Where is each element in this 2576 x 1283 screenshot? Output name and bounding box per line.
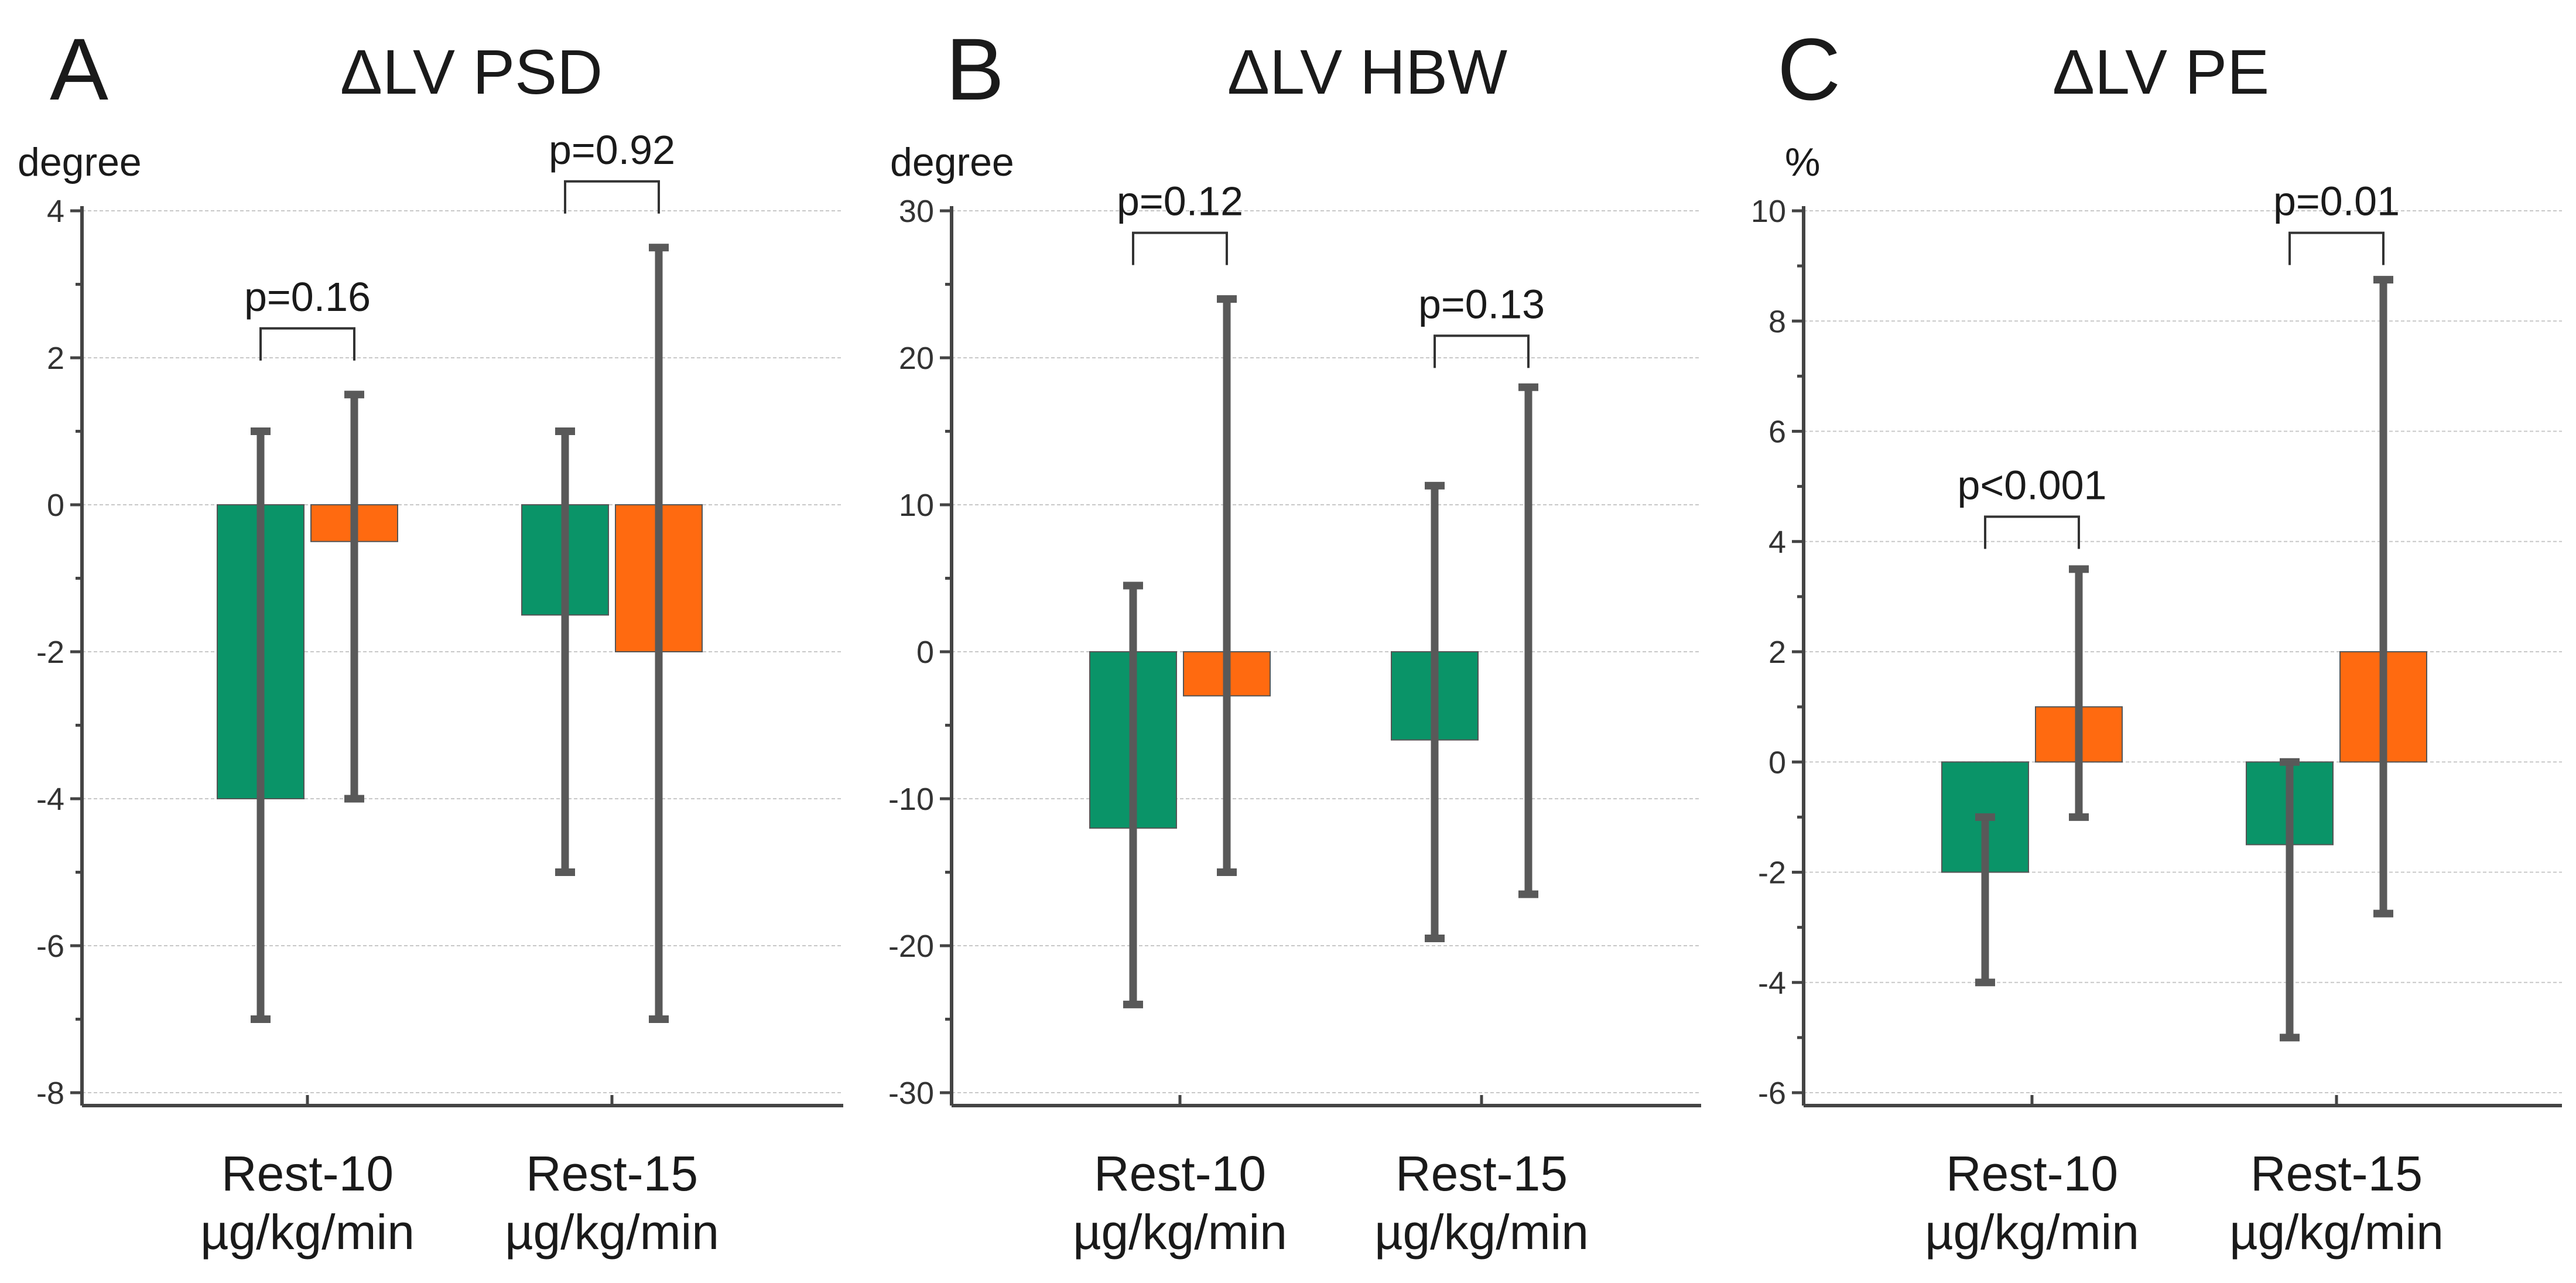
- y-tick-label: 8: [1768, 304, 1786, 339]
- x-category-label: Rest-10: [1946, 1146, 2118, 1201]
- x-category-unit: µg/kg/min: [200, 1205, 415, 1260]
- y-tick-label: -2: [36, 635, 64, 670]
- y-tick-label: 4: [1768, 525, 1786, 560]
- y-tick-label: -20: [888, 929, 934, 964]
- y-tick-label: -10: [888, 782, 934, 817]
- panel-a: A ΔLV PSDdegree-8-6-4-2024Rest-10µg/kg/mi…: [18, 20, 843, 1260]
- x-category-unit: µg/kg/min: [1073, 1205, 1287, 1260]
- y-tick-label: 4: [47, 194, 64, 229]
- y-tick-label: -6: [1758, 1076, 1786, 1111]
- y-tick-label: 2: [1768, 635, 1786, 670]
- p-value-label: p<0.001: [1958, 462, 2107, 508]
- y-axis-unit-label: degree: [890, 140, 1014, 184]
- x-category-label: Rest-10: [1094, 1146, 1266, 1201]
- panel-title: ΔLV HBW: [1227, 36, 1507, 107]
- y-axis-unit-label: degree: [18, 140, 142, 184]
- significance-bracket: [2288, 231, 2385, 265]
- x-category-label: Rest-15: [1395, 1146, 1568, 1201]
- significance-bracket: [1984, 515, 2080, 549]
- significance-bracket: [1434, 334, 1530, 368]
- significance-bracket: [1132, 231, 1228, 265]
- x-category-unit: µg/kg/min: [1374, 1205, 1589, 1260]
- panel-letter: A: [50, 20, 108, 118]
- significance-bracket: [564, 180, 660, 214]
- y-tick-label: 0: [47, 488, 64, 523]
- y-tick-label: -30: [888, 1076, 934, 1111]
- y-tick-label: 6: [1768, 415, 1786, 450]
- significance-bracket: [259, 327, 355, 361]
- y-tick-label: -8: [36, 1076, 64, 1111]
- x-category-unit: µg/kg/min: [2229, 1205, 2444, 1260]
- y-tick-label: 30: [899, 194, 934, 229]
- panel-title: ΔLV PE: [2052, 36, 2269, 107]
- x-category-label: Rest-10: [221, 1146, 394, 1201]
- panel-b: B ΔLV HBWdegree-30-20-100102030Rest-10µg/…: [888, 20, 1701, 1260]
- p-value-label: p=0.01: [2273, 179, 2400, 224]
- x-category-unit: µg/kg/min: [1925, 1205, 2139, 1260]
- panel-c: C ΔLV PE%-6-4-20246810Rest-10µg/kg/minp<0…: [1751, 20, 2562, 1260]
- y-tick-label: 0: [1768, 745, 1786, 780]
- y-tick-label: -4: [36, 782, 64, 817]
- y-tick-label: 20: [899, 341, 934, 376]
- x-category-label: Rest-15: [2250, 1146, 2423, 1201]
- y-tick-label: -2: [1758, 856, 1786, 891]
- y-tick-label: 0: [916, 635, 934, 670]
- y-tick-label: 10: [899, 488, 934, 523]
- y-tick-label: -4: [1758, 966, 1786, 1001]
- x-category-unit: µg/kg/min: [505, 1205, 719, 1260]
- p-value-label: p=0.12: [1117, 179, 1243, 224]
- x-category-label: Rest-15: [526, 1146, 698, 1201]
- p-value-label: p=0.92: [549, 127, 675, 173]
- panel-title: ΔLV PSD: [340, 36, 603, 107]
- panel-letter: B: [946, 20, 1004, 118]
- y-tick-label: 2: [47, 341, 64, 376]
- y-axis-unit-label: %: [1785, 140, 1820, 184]
- p-value-label: p=0.16: [244, 274, 371, 320]
- panel-letter: C: [1777, 20, 1841, 118]
- p-value-label: p=0.13: [1418, 281, 1545, 327]
- y-tick-label: -6: [36, 929, 64, 964]
- y-tick-label: 10: [1751, 194, 1786, 229]
